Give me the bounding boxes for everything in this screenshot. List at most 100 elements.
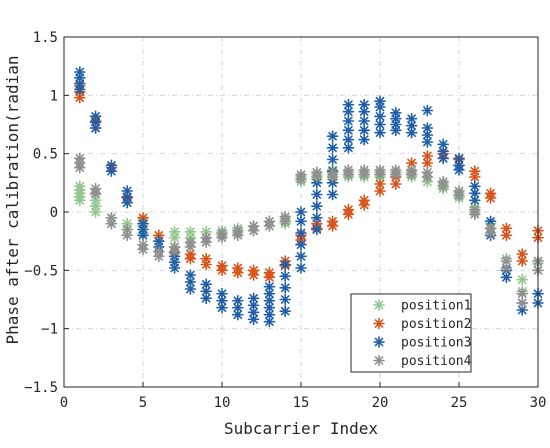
data-point	[295, 262, 307, 274]
data-point	[184, 236, 197, 249]
x-axis-label: Subcarrier Index	[224, 419, 378, 438]
data-point	[263, 266, 276, 279]
legend-label: position4	[401, 354, 472, 369]
legend-marker	[373, 299, 385, 311]
data-point	[232, 294, 244, 307]
data-point	[421, 122, 434, 134]
x-tick-label: 5	[139, 395, 147, 411]
data-point	[184, 269, 197, 281]
data-point	[405, 164, 418, 176]
data-point	[342, 164, 355, 176]
data-point	[326, 166, 339, 179]
data-point	[358, 194, 371, 207]
data-point	[310, 188, 323, 201]
y-tick-label: 0	[50, 205, 58, 221]
data-point	[358, 115, 371, 127]
data-point	[168, 226, 181, 238]
y-tick-label: 1	[50, 88, 58, 104]
x-axis-ticks: 0 5 10 15 20 25 30	[60, 382, 547, 411]
data-point	[232, 262, 244, 274]
data-point	[121, 223, 133, 236]
data-point	[516, 287, 529, 300]
data-point	[358, 105, 371, 118]
data-point	[295, 206, 307, 218]
x-tick-label: 15	[293, 395, 310, 411]
data-point	[326, 153, 339, 166]
data-point	[74, 66, 86, 78]
data-point	[184, 226, 197, 238]
x-tick-label: 30	[530, 395, 547, 411]
data-point	[279, 270, 292, 282]
data-point	[421, 166, 434, 179]
legend-label: position1	[401, 299, 471, 314]
data-point	[453, 152, 465, 165]
data-point	[89, 182, 102, 195]
data-point	[200, 231, 212, 244]
data-point	[216, 301, 228, 314]
data-point	[389, 164, 402, 176]
y-tick-label: −1	[41, 322, 58, 338]
data-point	[358, 164, 371, 176]
data-point	[374, 164, 386, 176]
data-point	[295, 227, 307, 239]
legend-box	[350, 293, 472, 373]
legend-label: position2	[401, 317, 471, 332]
data-point	[216, 294, 228, 307]
data-point	[374, 185, 386, 197]
data-point	[342, 133, 355, 146]
data-point	[468, 203, 481, 216]
data-point	[216, 227, 228, 239]
data-point	[168, 241, 181, 253]
data-point	[263, 301, 276, 314]
data-point	[405, 119, 418, 132]
data-point	[263, 280, 276, 293]
data-point	[437, 145, 450, 158]
data-point	[374, 118, 386, 131]
data-point	[405, 112, 418, 125]
data-point	[232, 224, 244, 237]
data-point	[247, 264, 260, 277]
data-point	[153, 245, 165, 258]
data-point	[74, 180, 86, 193]
data-point	[516, 248, 529, 260]
data-point	[437, 175, 450, 188]
data-point	[105, 159, 118, 172]
data-point	[421, 129, 434, 141]
y-tick-label: 0.5	[33, 147, 58, 163]
data-point	[216, 287, 228, 300]
data-point	[374, 110, 386, 123]
x-tick-label: 0	[60, 395, 68, 411]
y-axis-label: Phase after calibration(radian	[3, 56, 22, 345]
data-point	[279, 210, 292, 223]
data-point	[137, 217, 149, 230]
data-point	[421, 136, 434, 148]
data-point	[374, 95, 386, 107]
data-point	[263, 215, 276, 228]
data-point	[279, 305, 292, 317]
data-point	[216, 259, 228, 272]
data-point	[421, 104, 434, 117]
data-point	[484, 222, 497, 235]
y-tick-label: −0.5	[24, 263, 58, 279]
legend-marker	[373, 336, 385, 348]
x-tick-label: 25	[451, 395, 468, 411]
data-point	[279, 293, 292, 306]
legend: position1 position2 position3 position4	[350, 293, 472, 373]
data-point	[484, 187, 497, 200]
data-point	[342, 142, 355, 154]
data-point	[389, 107, 402, 119]
legend-label: position3	[401, 336, 471, 351]
data-point	[405, 157, 418, 169]
data-point	[247, 292, 260, 305]
data-point	[342, 115, 355, 127]
x-tick-label: 10	[214, 395, 231, 411]
data-point	[295, 168, 307, 181]
data-point	[153, 235, 165, 247]
data-point	[310, 223, 323, 236]
data-point	[342, 203, 355, 216]
data-point	[279, 282, 292, 294]
y-tick-label: 1.5	[33, 30, 58, 46]
data-point	[437, 138, 450, 151]
data-point	[89, 110, 102, 123]
